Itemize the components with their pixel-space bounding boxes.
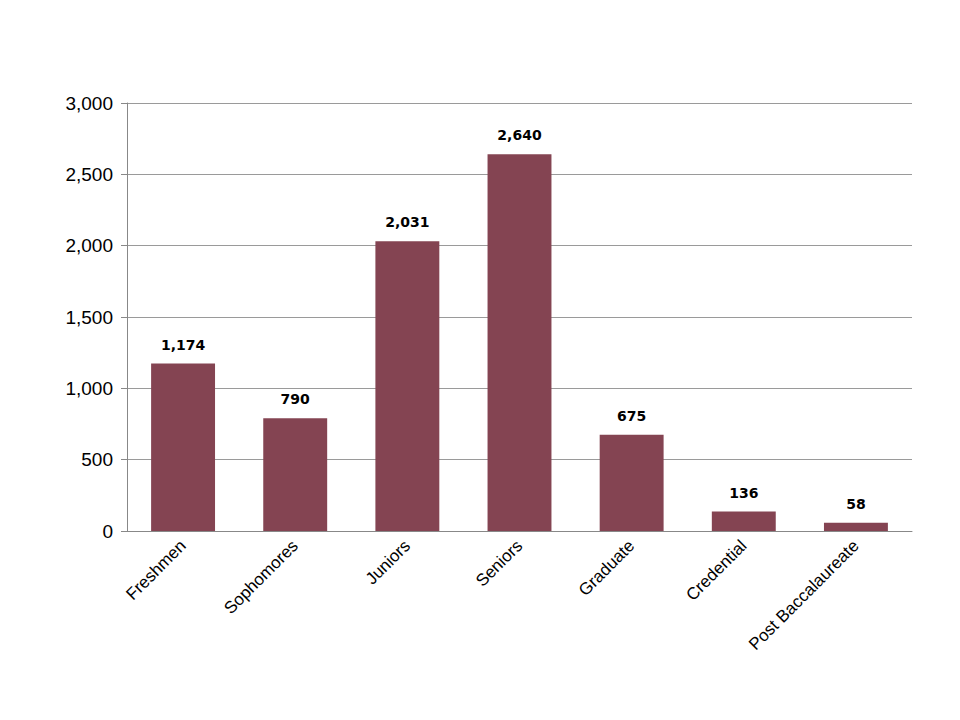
svg-text:Sophomores: Sophomores — [220, 536, 302, 618]
svg-text:Graduate: Graduate — [575, 536, 639, 600]
svg-text:Seniors: Seniors — [472, 536, 526, 590]
svg-text:3,000: 3,000 — [65, 93, 113, 114]
svg-text:Post Baccalaureate: Post Baccalaureate — [745, 536, 863, 654]
svg-text:2,000: 2,000 — [65, 235, 113, 256]
svg-text:0: 0 — [102, 521, 113, 542]
svg-text:1,500: 1,500 — [65, 307, 113, 328]
svg-text:675: 675 — [617, 408, 646, 424]
svg-text:790: 790 — [281, 391, 310, 407]
svg-text:1,000: 1,000 — [65, 378, 113, 399]
svg-text:Credential: Credential — [682, 536, 750, 604]
svg-text:500: 500 — [81, 449, 113, 470]
svg-text:2,031: 2,031 — [385, 214, 429, 230]
svg-text:136: 136 — [729, 485, 758, 501]
svg-text:Juniors: Juniors — [362, 536, 414, 588]
svg-text:58: 58 — [846, 496, 865, 512]
svg-text:Freshmen: Freshmen — [122, 536, 190, 604]
svg-text:1,174: 1,174 — [161, 337, 206, 353]
svg-text:2,500: 2,500 — [65, 164, 113, 185]
svg-text:2,640: 2,640 — [497, 127, 542, 143]
